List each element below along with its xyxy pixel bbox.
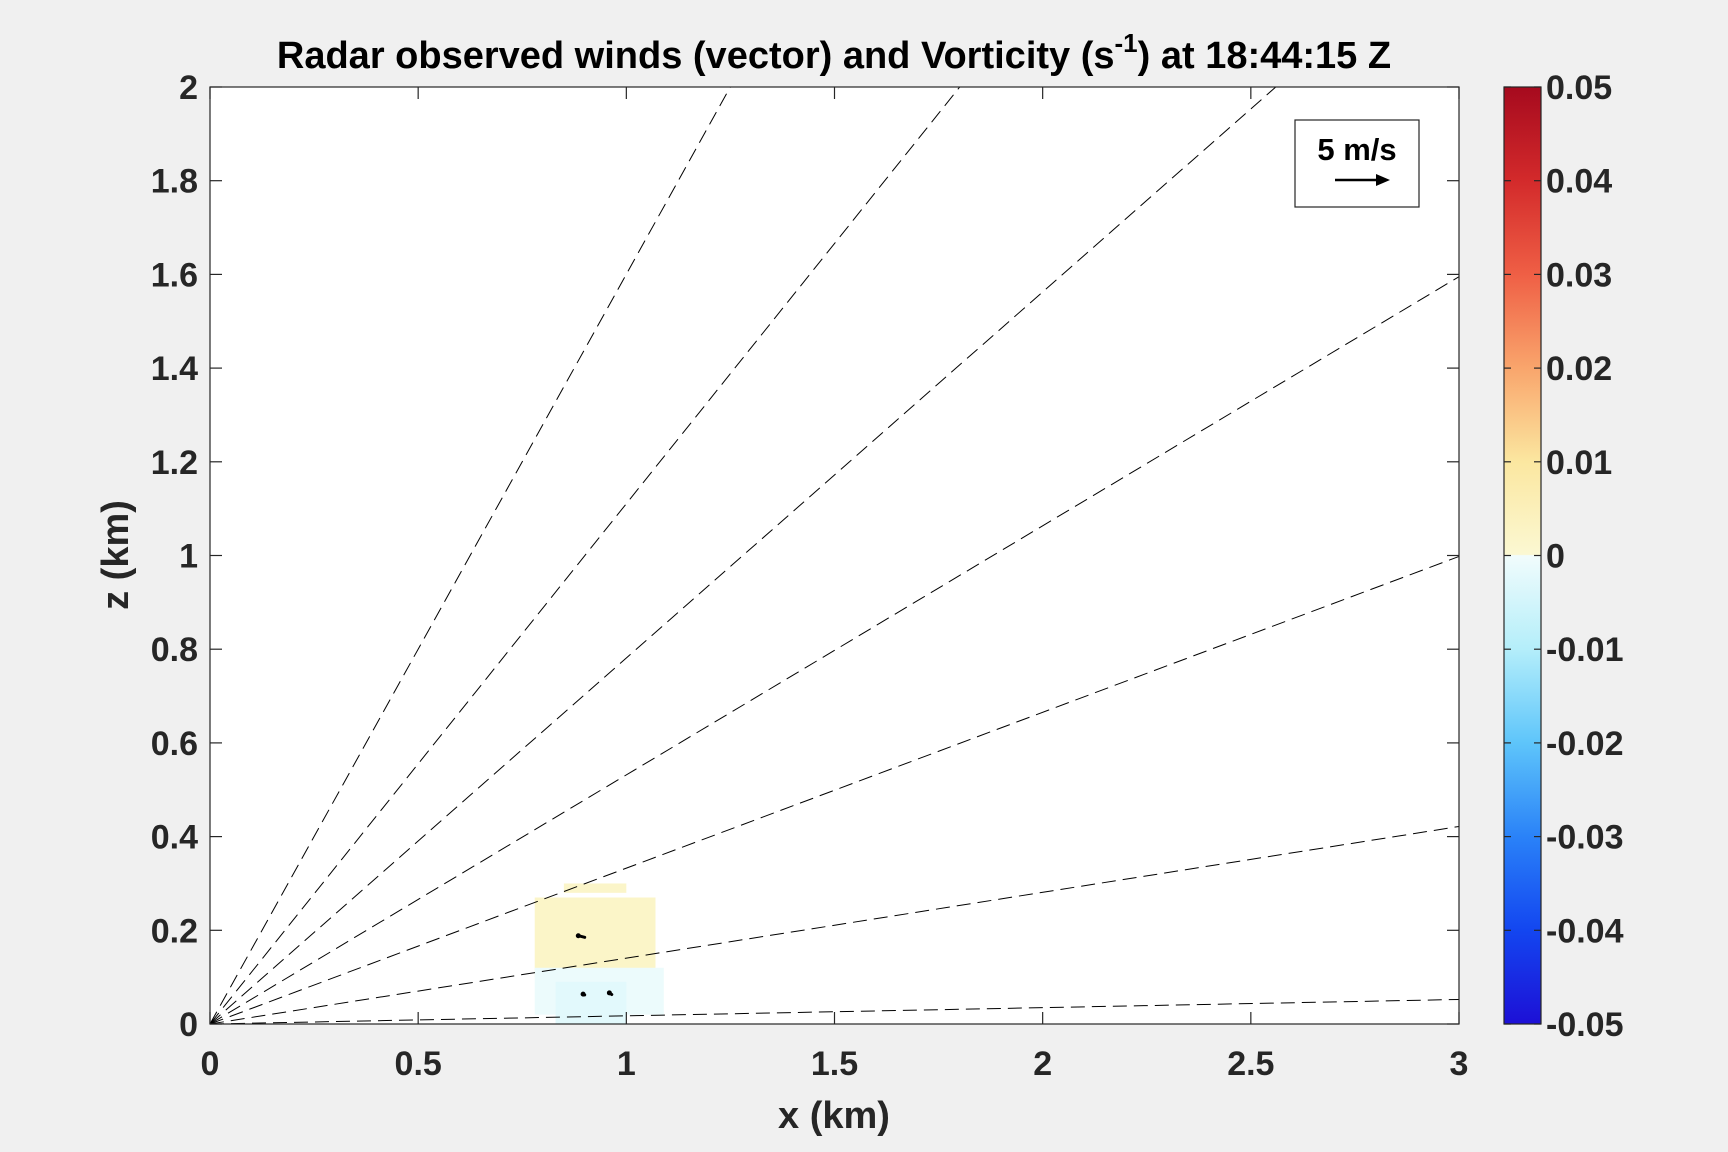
x-tick-label: 0.5 xyxy=(395,1045,442,1083)
radar-beam-line xyxy=(209,276,1460,1025)
radar-beam-line xyxy=(209,998,1460,1025)
colorbar-tick-label: 0.04 xyxy=(1546,163,1612,201)
x-tick-label: 1.5 xyxy=(811,1045,858,1083)
colorbar-tick-label: 0.01 xyxy=(1546,444,1612,482)
colorbar-tick-label: 0.02 xyxy=(1546,350,1612,388)
plot-frame xyxy=(209,86,1460,1025)
y-tick-label: 0.2 xyxy=(151,912,198,950)
y-tick-label: 1 xyxy=(179,538,198,576)
reference-vector-key: 5 m/s xyxy=(1294,119,1420,208)
y-tick-label: 0.4 xyxy=(151,819,198,857)
colorbar-tick-label: 0 xyxy=(1546,538,1565,576)
chart-title: Radar observed winds (vector) and Vortic… xyxy=(277,28,1391,77)
colorbar-frame xyxy=(1503,86,1542,1025)
colorbar-tick-label: 0.05 xyxy=(1546,69,1612,107)
x-tick-labels: 0 0.5 1 1.5 2 2.5 3 xyxy=(201,1045,1469,1083)
y-tick-labels: 0 0.2 0.4 0.6 0.8 1 1.2 1.4 1.6 1.8 2 xyxy=(151,69,198,1044)
radar-beam-line xyxy=(209,86,1277,1025)
y-tick-label: 2 xyxy=(179,69,198,107)
plot-axes: 5 m/s xyxy=(209,86,1460,1025)
wind-vector xyxy=(606,990,614,996)
colorbar-tick-label: -0.03 xyxy=(1546,819,1624,857)
x-tick-label: 2.5 xyxy=(1227,1045,1274,1083)
radar-beam-line xyxy=(209,555,1460,1025)
colorbar-tick-label: 0.03 xyxy=(1546,256,1612,294)
vorticity-cell xyxy=(534,897,656,978)
colorbar-ticks: 0.05 0.04 0.03 0.02 0.01 0 -0.01 -0.02 -0.03 -0.0… xyxy=(1504,69,1624,1044)
x-tick-label: 3 xyxy=(1450,1045,1469,1083)
colorbar: 0.05 0.04 0.03 0.02 0.01 0 -0.01 -0.02 -0.03 -0.0… xyxy=(1503,69,1624,1044)
y-tick-label: 1.6 xyxy=(151,256,198,294)
x-tick-label: 2 xyxy=(1033,1045,1052,1083)
radar-beam-lines xyxy=(209,86,1460,1025)
axis-ticks xyxy=(209,86,1460,1025)
y-axis-label: z (km) xyxy=(95,500,137,610)
reference-vector-arrowhead xyxy=(1376,174,1390,186)
wind-vector xyxy=(575,933,587,939)
y-tick-label: 1.8 xyxy=(151,163,198,201)
wind-vector xyxy=(580,991,587,997)
x-tick-label: 1 xyxy=(617,1045,636,1083)
colorbar-tick-label: -0.04 xyxy=(1546,912,1624,950)
reference-vector-label: 5 m/s xyxy=(1317,132,1396,167)
y-tick-label: 0 xyxy=(179,1006,198,1044)
plot-area xyxy=(210,87,1459,1024)
y-tick-label: 0.8 xyxy=(151,631,198,669)
reference-vector-box xyxy=(1294,119,1420,208)
x-axis-label: x (km) xyxy=(778,1095,890,1137)
vorticity-cell xyxy=(563,883,627,893)
y-tick-label: 0.6 xyxy=(151,725,198,763)
colorbar-tick-label: -0.01 xyxy=(1546,631,1624,669)
x-tick-label: 0 xyxy=(201,1045,220,1083)
vorticity-cell xyxy=(555,981,627,1024)
colorbar-tick-label: -0.02 xyxy=(1546,725,1624,763)
radar-beam-line xyxy=(209,86,961,1025)
colorbar-tick-label: -0.05 xyxy=(1546,1006,1624,1044)
y-tick-label: 1.2 xyxy=(151,444,198,482)
radar-beam-line xyxy=(209,86,731,1025)
wind-vectors xyxy=(575,933,614,997)
y-tick-label: 1.4 xyxy=(151,350,198,388)
vorticity-field xyxy=(534,883,664,1024)
radar-beam-line xyxy=(209,825,1460,1025)
